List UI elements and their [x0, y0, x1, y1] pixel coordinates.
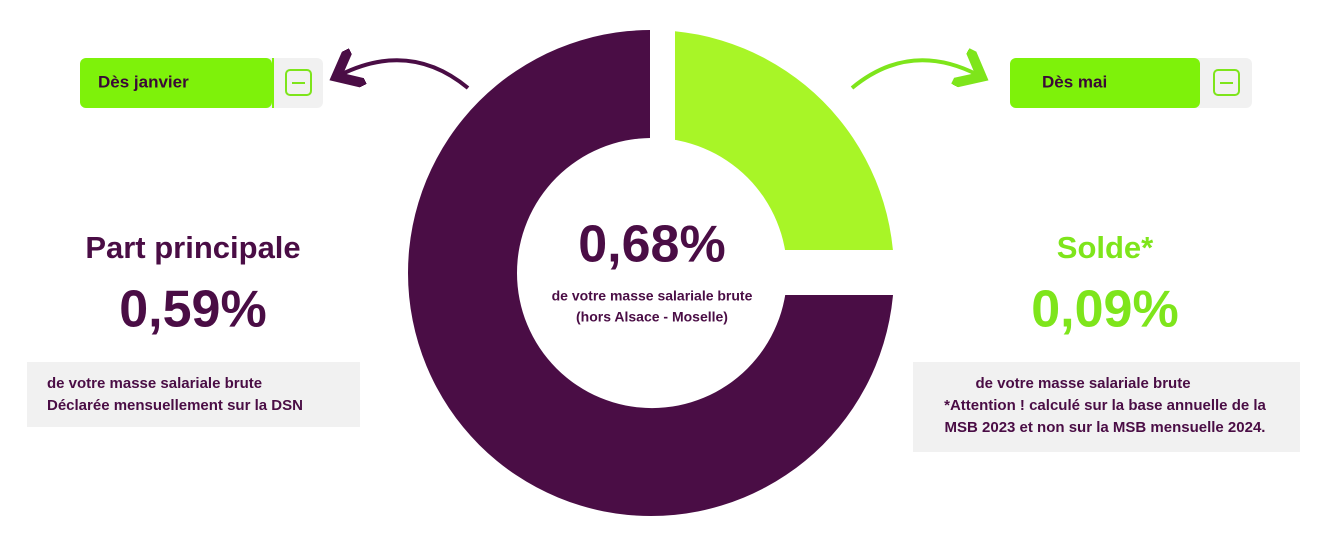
section-title: Solde* [1057, 230, 1154, 265]
description: MSB 2023 et non sur la MSB mensuelle 202… [945, 419, 1266, 436]
description: de votre masse salariale brute [975, 375, 1190, 392]
description: Déclarée mensuellement sur la DSN [47, 397, 303, 414]
calendar-icon [1213, 69, 1240, 96]
arrow [340, 60, 470, 90]
section-title: Part principale [85, 230, 300, 265]
section-value: 0,59% [119, 281, 266, 339]
section-value: 0,09% [1031, 281, 1178, 339]
description-box [27, 362, 360, 427]
center-value: 0,68% [578, 216, 725, 274]
badge-edge [272, 58, 274, 108]
donut-segment-balance [675, 31, 893, 250]
badge [1010, 58, 1200, 108]
badge [80, 58, 272, 108]
badge-label: Dès janvier [98, 72, 189, 91]
arrow [850, 60, 978, 90]
center-description: de votre masse salariale brute [552, 288, 753, 304]
badge-label: Dès mai [1042, 72, 1107, 91]
description-box [913, 362, 1300, 452]
center-description: (hors Alsace - Moselle) [576, 309, 728, 325]
calendar-icon [285, 69, 312, 96]
description: de votre masse salariale brute [47, 375, 262, 392]
description: *Attention ! calculé sur la base annuell… [944, 397, 1266, 414]
